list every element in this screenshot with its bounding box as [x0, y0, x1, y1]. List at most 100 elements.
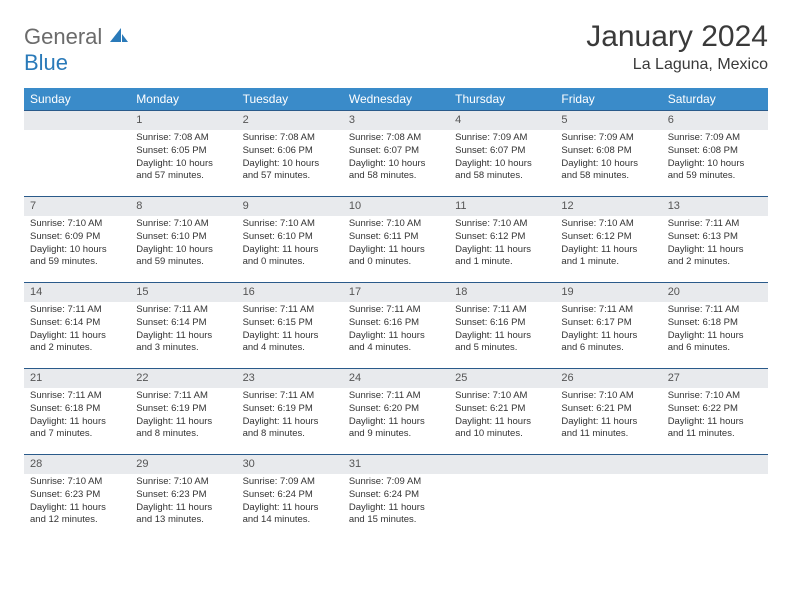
day-number: 23	[237, 369, 343, 389]
month-title: January 2024	[586, 20, 768, 54]
day-number: 20	[662, 283, 768, 303]
sunrise-text: Sunrise: 7:11 AM	[455, 304, 549, 317]
sunrise-text: Sunrise: 7:08 AM	[349, 132, 443, 145]
sunset-text: Sunset: 6:22 PM	[668, 403, 762, 416]
day-number	[449, 455, 555, 475]
day-detail: Sunrise: 7:10 AMSunset: 6:09 PMDaylight:…	[24, 216, 130, 283]
day-number: 21	[24, 369, 130, 389]
daylight-text: Daylight: 11 hours and 12 minutes.	[30, 502, 124, 528]
sunrise-text: Sunrise: 7:11 AM	[561, 304, 655, 317]
day-detail: Sunrise: 7:09 AMSunset: 6:08 PMDaylight:…	[555, 130, 661, 197]
daylight-text: Daylight: 11 hours and 15 minutes.	[349, 502, 443, 528]
day-detail: Sunrise: 7:08 AMSunset: 6:05 PMDaylight:…	[130, 130, 236, 197]
sunset-text: Sunset: 6:24 PM	[349, 489, 443, 502]
sunrise-text: Sunrise: 7:11 AM	[243, 390, 337, 403]
day-detail: Sunrise: 7:11 AMSunset: 6:14 PMDaylight:…	[24, 302, 130, 369]
header: General Blue January 2024 La Laguna, Mex…	[24, 20, 768, 76]
dow-wed: Wednesday	[343, 88, 449, 110]
day-detail	[24, 130, 130, 197]
daylight-text: Daylight: 11 hours and 2 minutes.	[668, 244, 762, 270]
day-detail: Sunrise: 7:11 AMSunset: 6:15 PMDaylight:…	[237, 302, 343, 369]
sunset-text: Sunset: 6:23 PM	[30, 489, 124, 502]
day-number: 13	[662, 197, 768, 217]
logo-part2: Blue	[24, 50, 68, 75]
detail-row: Sunrise: 7:10 AMSunset: 6:23 PMDaylight:…	[24, 474, 768, 540]
sunrise-text: Sunrise: 7:10 AM	[30, 218, 124, 231]
daylight-text: Daylight: 10 hours and 58 minutes.	[561, 158, 655, 184]
day-detail: Sunrise: 7:09 AMSunset: 6:07 PMDaylight:…	[449, 130, 555, 197]
daylight-text: Daylight: 11 hours and 0 minutes.	[349, 244, 443, 270]
dow-row: Sunday Monday Tuesday Wednesday Thursday…	[24, 88, 768, 110]
daylight-text: Daylight: 10 hours and 57 minutes.	[136, 158, 230, 184]
sunset-text: Sunset: 6:07 PM	[349, 145, 443, 158]
day-number: 8	[130, 197, 236, 217]
daylight-text: Daylight: 11 hours and 4 minutes.	[349, 330, 443, 356]
day-number: 7	[24, 197, 130, 217]
daylight-text: Daylight: 11 hours and 4 minutes.	[243, 330, 337, 356]
daylight-text: Daylight: 10 hours and 58 minutes.	[455, 158, 549, 184]
sunset-text: Sunset: 6:16 PM	[349, 317, 443, 330]
sunset-text: Sunset: 6:08 PM	[668, 145, 762, 158]
day-detail: Sunrise: 7:10 AMSunset: 6:23 PMDaylight:…	[130, 474, 236, 540]
sunset-text: Sunset: 6:18 PM	[30, 403, 124, 416]
day-number: 9	[237, 197, 343, 217]
daylight-text: Daylight: 10 hours and 58 minutes.	[349, 158, 443, 184]
day-detail: Sunrise: 7:11 AMSunset: 6:18 PMDaylight:…	[662, 302, 768, 369]
day-number: 11	[449, 197, 555, 217]
daylight-text: Daylight: 11 hours and 2 minutes.	[30, 330, 124, 356]
dow-mon: Monday	[130, 88, 236, 110]
daylight-text: Daylight: 11 hours and 10 minutes.	[455, 416, 549, 442]
day-number: 3	[343, 111, 449, 131]
day-number: 27	[662, 369, 768, 389]
sunset-text: Sunset: 6:17 PM	[561, 317, 655, 330]
daylight-text: Daylight: 11 hours and 13 minutes.	[136, 502, 230, 528]
sunset-text: Sunset: 6:11 PM	[349, 231, 443, 244]
sunset-text: Sunset: 6:12 PM	[455, 231, 549, 244]
sunset-text: Sunset: 6:07 PM	[455, 145, 549, 158]
sunrise-text: Sunrise: 7:09 AM	[349, 476, 443, 489]
dow-sat: Saturday	[662, 88, 768, 110]
daylight-text: Daylight: 11 hours and 0 minutes.	[243, 244, 337, 270]
sunrise-text: Sunrise: 7:10 AM	[561, 390, 655, 403]
day-detail: Sunrise: 7:10 AMSunset: 6:11 PMDaylight:…	[343, 216, 449, 283]
day-detail: Sunrise: 7:10 AMSunset: 6:23 PMDaylight:…	[24, 474, 130, 540]
sunset-text: Sunset: 6:12 PM	[561, 231, 655, 244]
day-detail	[555, 474, 661, 540]
sunset-text: Sunset: 6:16 PM	[455, 317, 549, 330]
sunset-text: Sunset: 6:14 PM	[30, 317, 124, 330]
day-detail: Sunrise: 7:10 AMSunset: 6:21 PMDaylight:…	[555, 388, 661, 455]
day-detail: Sunrise: 7:11 AMSunset: 6:18 PMDaylight:…	[24, 388, 130, 455]
day-detail: Sunrise: 7:11 AMSunset: 6:14 PMDaylight:…	[130, 302, 236, 369]
logo-part1: General	[24, 24, 102, 49]
detail-row: Sunrise: 7:10 AMSunset: 6:09 PMDaylight:…	[24, 216, 768, 283]
sunrise-text: Sunrise: 7:11 AM	[349, 304, 443, 317]
dow-fri: Friday	[555, 88, 661, 110]
daylight-text: Daylight: 10 hours and 57 minutes.	[243, 158, 337, 184]
day-detail: Sunrise: 7:10 AMSunset: 6:10 PMDaylight:…	[130, 216, 236, 283]
detail-row: Sunrise: 7:11 AMSunset: 6:14 PMDaylight:…	[24, 302, 768, 369]
sunset-text: Sunset: 6:05 PM	[136, 145, 230, 158]
sunset-text: Sunset: 6:06 PM	[243, 145, 337, 158]
sunrise-text: Sunrise: 7:11 AM	[243, 304, 337, 317]
daylight-text: Daylight: 11 hours and 7 minutes.	[30, 416, 124, 442]
dow-tue: Tuesday	[237, 88, 343, 110]
sunrise-text: Sunrise: 7:10 AM	[136, 476, 230, 489]
day-number: 31	[343, 455, 449, 475]
sunrise-text: Sunrise: 7:11 AM	[668, 304, 762, 317]
sunrise-text: Sunrise: 7:11 AM	[30, 304, 124, 317]
logo: General Blue	[24, 24, 128, 76]
day-number: 25	[449, 369, 555, 389]
day-detail: Sunrise: 7:11 AMSunset: 6:13 PMDaylight:…	[662, 216, 768, 283]
daylight-text: Daylight: 10 hours and 59 minutes.	[30, 244, 124, 270]
sunset-text: Sunset: 6:23 PM	[136, 489, 230, 502]
day-number: 18	[449, 283, 555, 303]
daylight-text: Daylight: 11 hours and 5 minutes.	[455, 330, 549, 356]
day-number: 28	[24, 455, 130, 475]
sunrise-text: Sunrise: 7:11 AM	[30, 390, 124, 403]
day-number	[24, 111, 130, 131]
location: La Laguna, Mexico	[586, 56, 768, 74]
day-detail: Sunrise: 7:11 AMSunset: 6:19 PMDaylight:…	[237, 388, 343, 455]
day-detail: Sunrise: 7:11 AMSunset: 6:17 PMDaylight:…	[555, 302, 661, 369]
sunset-text: Sunset: 6:10 PM	[136, 231, 230, 244]
daylight-text: Daylight: 11 hours and 11 minutes.	[668, 416, 762, 442]
